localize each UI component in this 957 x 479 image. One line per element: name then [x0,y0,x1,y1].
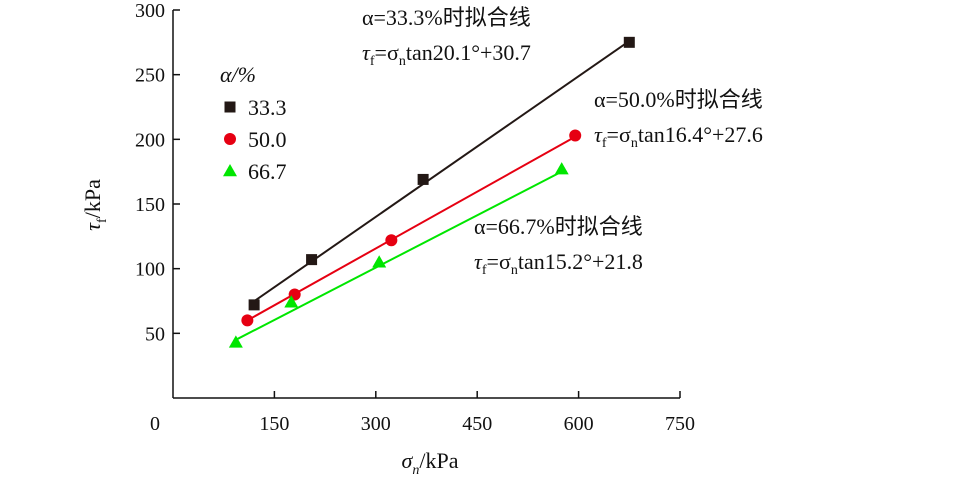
annotation-title-66.7: α=66.7%时拟合线 [474,214,643,239]
annotation-formula-66.7: τf=σntan15.2°+21.8 [474,249,643,278]
legend-marker-66.7 [223,164,237,177]
x-axis-label: σn/kPa [402,448,459,478]
y-tick-label: 200 [135,129,165,151]
y-tick-label: 50 [145,323,165,345]
annotations: α=33.3%时拟合线 τf=σntan20.1°+30.7 α=50.0%时拟合线… [362,5,763,278]
data-point-50.0 [385,234,398,247]
legend-marker-33.3 [224,101,236,113]
fit-line-66.7 [235,170,563,341]
x-tick-label: 150 [259,413,289,435]
y-tick-label: 150 [135,194,165,216]
axis-labels: σn/kPa τf/kPa [80,179,459,478]
legend-marker-50.0 [224,133,236,145]
data-point-66.7 [554,162,569,175]
legend-label-33.3: 33.3 [248,95,287,120]
x-tick-label: 600 [564,413,594,435]
axes [172,9,681,399]
data-point-66.7 [372,255,387,268]
annotation-formula-50.0: τf=σntan16.4°+27.6 [594,122,763,151]
legend-label-50.0: 50.0 [248,127,287,152]
legend: α/% 33.3 50.0 66.7 [220,62,287,184]
x-tick-label: 450 [462,413,492,435]
y-axis-label: τf/kPa [80,179,110,231]
x-tick-label: 0 [150,413,160,435]
data-point-50.0 [569,129,582,142]
data-point-66.7 [284,295,299,308]
data-point-33.3 [623,36,635,48]
y-tick-label: 100 [135,259,165,281]
data-point-33.3 [248,299,260,311]
y-tick-label: 300 [135,0,165,22]
x-tick-label: 750 [665,413,695,435]
annotation-title-50.0: α=50.0%时拟合线 [594,87,763,112]
x-tick-label: 300 [361,413,391,435]
y-tick-label: 250 [135,65,165,87]
annotation-title-33.3: α=33.3%时拟合线 [362,5,531,30]
legend-title: α/% [220,62,256,87]
data-point-50.0 [241,314,254,327]
legend-label-66.7: 66.7 [248,159,287,184]
fit-line-50.0 [246,135,576,322]
data-points [228,36,635,348]
tick-labels: 0 150 300 450 600 750 50 100 150 200 250 300 [135,0,695,435]
data-point-66.7 [228,335,243,348]
data-point-33.3 [306,254,318,266]
data-point-33.3 [417,173,429,185]
annotation-formula-33.3: τf=σntan20.1°+30.7 [362,40,531,69]
